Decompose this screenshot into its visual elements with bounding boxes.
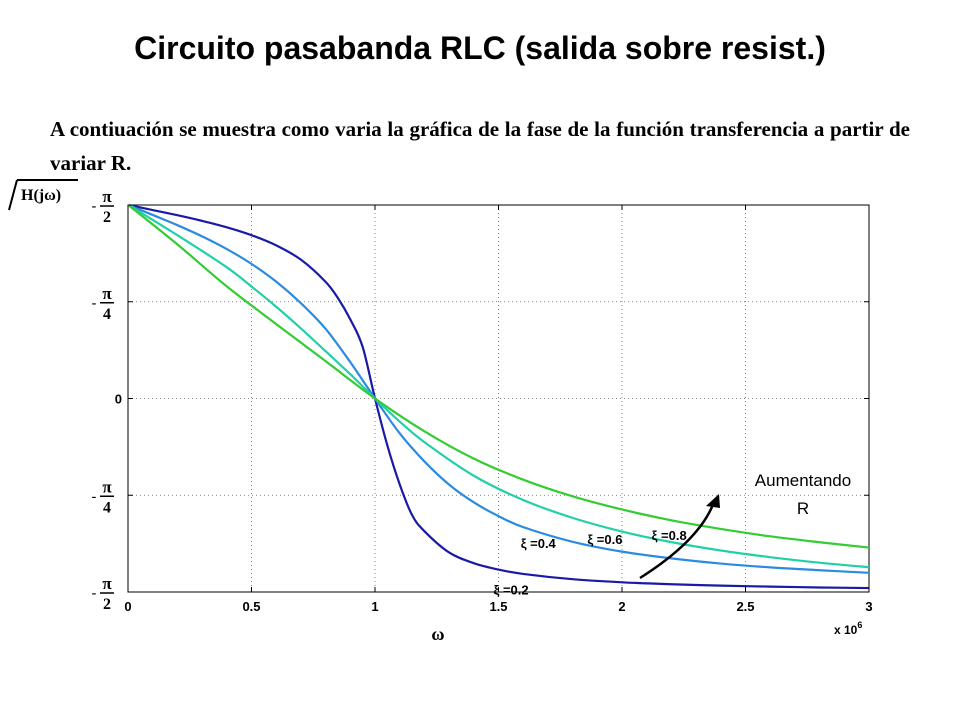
series-line-zeta-1: [128, 204, 870, 574]
x-multiplier-label: x 106: [834, 620, 862, 637]
y-tick-denominator: 2: [103, 596, 111, 613]
angle-symbol-diagonal: [8, 179, 18, 211]
y-tick-label-fraction: -π 2: [92, 574, 114, 613]
x-multiplier-exponent: 6: [857, 620, 862, 630]
x-tick-label: 1.5: [489, 599, 507, 614]
x-tick-label: 1: [371, 599, 378, 614]
series-label-zeta-0: ξ =0.2: [494, 582, 529, 597]
x-tick-label: 2.5: [736, 599, 754, 614]
ticks: 0 0.5 1 1.5 2 2.5 3-π2-π40-π4-π2: [92, 187, 873, 614]
y-tick-denominator: 4: [103, 499, 111, 516]
y-tick-denominator: 4: [103, 306, 111, 323]
x-tick-label: 3: [865, 599, 872, 614]
y-tick-label-fraction: -π 4: [92, 284, 114, 323]
x-tick-label: 0: [124, 599, 131, 614]
y-tick-sign: -: [92, 489, 97, 504]
slide-description: A contiuación se muestra como varia la g…: [50, 117, 910, 175]
y-tick-sign: -: [92, 199, 97, 214]
y-tick-label: 0: [115, 392, 122, 407]
y-axis-label-text: H(jω): [21, 187, 61, 204]
series-label-zeta-2: ξ =0.6: [587, 532, 622, 547]
annotation-text-line2: R: [797, 499, 809, 518]
annotation-arrow: [639, 501, 716, 580]
series-line-zeta-3: [128, 204, 870, 549]
series-label-zeta-1: ξ =0.4: [521, 536, 557, 551]
y-tick-numerator: π: [102, 284, 112, 303]
y-tick-sign: -: [92, 586, 97, 601]
series-group: [128, 204, 870, 590]
series-labels: ξ =0.2 ξ =0.4 ξ =0.6 ξ =0.8: [494, 528, 687, 597]
annotation-arrowhead: [706, 494, 720, 508]
y-tick-sign: -: [92, 296, 97, 311]
y-axis-label: H(jω): [8, 179, 78, 211]
slide-title: Circuito pasabanda RLC (salida sobre res…: [134, 30, 826, 66]
series-line-zeta-0: [129, 204, 870, 590]
y-tick-label-fraction: -π 4: [92, 477, 114, 516]
x-multiplier-base: x 10: [834, 623, 858, 637]
series-label-zeta-3: ξ =0.8: [652, 528, 687, 543]
x-tick-label: 2: [618, 599, 625, 614]
x-tick-label: 0.5: [242, 599, 260, 614]
y-tick-numerator: π: [102, 187, 112, 206]
annotation-text: Aumentando: [755, 471, 851, 490]
grid: [128, 205, 869, 592]
x-axis-label: ω: [431, 624, 444, 644]
series-line-zeta-2: [128, 204, 870, 569]
y-tick-label-fraction: -π 2: [92, 187, 114, 226]
y-tick-numerator: π: [102, 574, 112, 593]
increasing-r-annotation: Aumentando R: [639, 471, 851, 580]
y-tick-denominator: 2: [103, 209, 111, 226]
y-tick-numerator: π: [102, 477, 112, 496]
